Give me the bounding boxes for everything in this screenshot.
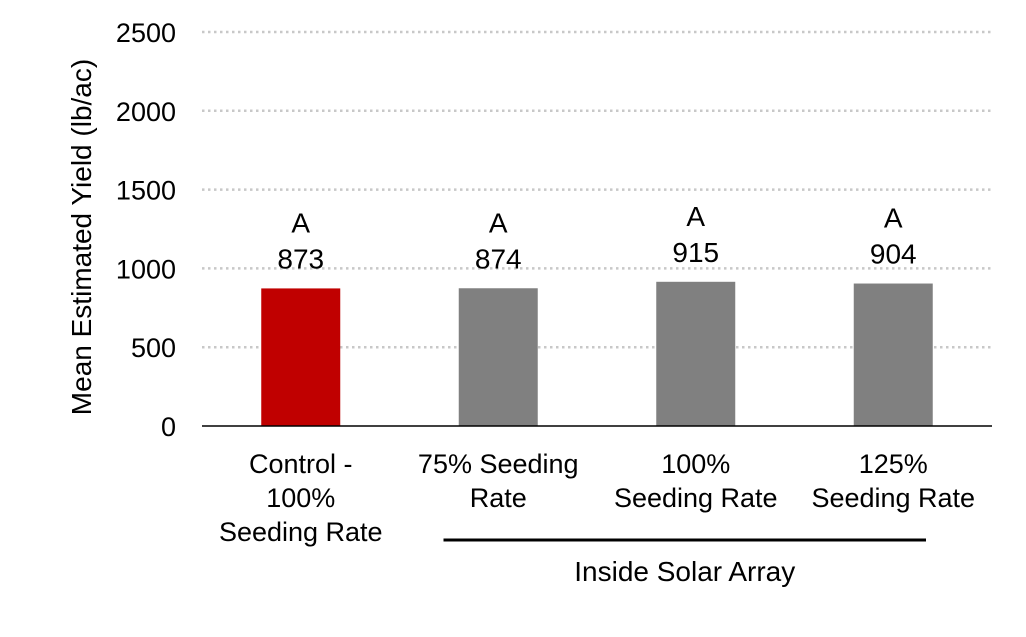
x-tick-label: Control -100% Seeding Rate [219, 449, 383, 547]
bars [261, 281, 933, 426]
data-labels: A 873 A 874 A 915 A 904 [277, 201, 916, 275]
x-tick-label: 100% Seeding Rate [614, 449, 778, 513]
category-labels: Control -100% Seeding Rate 75% Seeding Rate… [219, 449, 975, 547]
group-label: Inside Solar Array [574, 556, 795, 587]
bar [261, 288, 341, 426]
bar [656, 281, 736, 426]
significance-letter: A [686, 201, 705, 232]
y-tick-label: 1500 [116, 176, 176, 206]
x-tick-label: 75% Seeding Rate [418, 449, 579, 513]
y-tick-label: 0 [161, 412, 176, 442]
significance-letter: A [884, 203, 903, 234]
data-label: 904 [870, 239, 917, 270]
significance-letter: A [489, 207, 508, 238]
y-axis-ticks: 0 500 1000 1500 2000 2500 [116, 18, 176, 442]
bar [458, 288, 538, 426]
y-tick-label: 2500 [116, 18, 176, 48]
data-label: 873 [277, 243, 324, 274]
y-tick-label: 2000 [116, 97, 176, 127]
data-label: 874 [475, 243, 522, 274]
y-tick-label: 500 [131, 333, 176, 363]
x-tick-label: 125% Seeding Rate [811, 449, 975, 513]
bar [853, 283, 933, 426]
y-axis-label: Mean Estimated Yield (lb/ac) [66, 59, 97, 415]
significance-letter: A [291, 207, 310, 238]
data-label: 915 [672, 237, 719, 268]
y-tick-label: 1000 [116, 254, 176, 284]
